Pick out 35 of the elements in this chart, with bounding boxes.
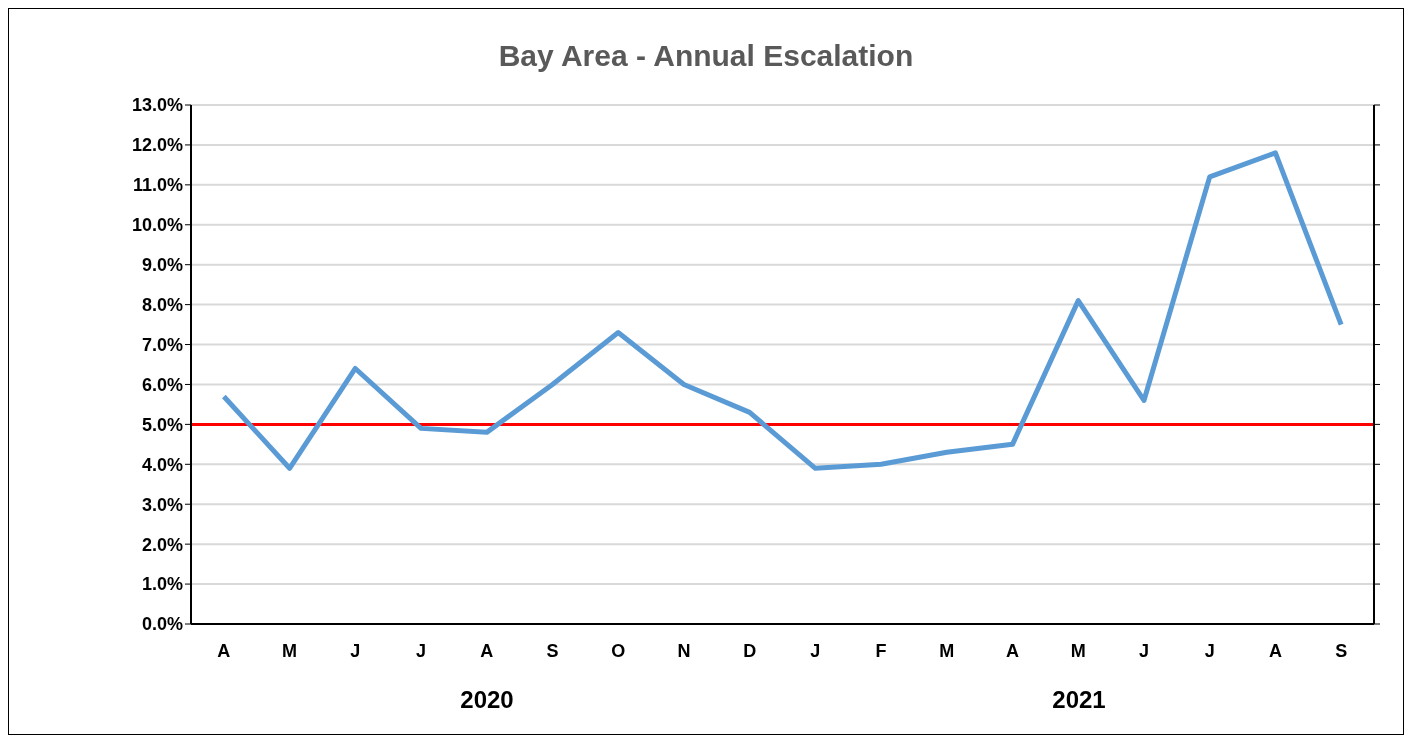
x-tick-label: M xyxy=(282,640,298,661)
x-tick-label: J xyxy=(350,640,361,661)
x-tick-label: S xyxy=(1335,640,1348,661)
x-tick-label: J xyxy=(1138,640,1149,661)
x-tick-label: A xyxy=(1006,640,1020,661)
y-tick-label: 4.0% xyxy=(141,454,183,475)
text: 2021 xyxy=(1051,686,1107,714)
y-tick-label: 7.0% xyxy=(141,334,183,355)
y-tick-label: 6.0% xyxy=(141,374,183,395)
text: 2020 xyxy=(459,686,515,714)
y-tick-label: 5.0% xyxy=(141,414,183,435)
y-tick-label: 2.0% xyxy=(141,534,183,555)
y-tick-label: 8.0% xyxy=(141,295,183,316)
x-tick-label: N xyxy=(677,640,691,661)
x-tick-label: S xyxy=(546,640,559,661)
x-tick-label: A xyxy=(1268,640,1282,661)
y-tick-label: 13.0% xyxy=(131,95,183,116)
y-tick-label: 10.0% xyxy=(131,215,183,236)
x-tick-label: O xyxy=(611,640,626,661)
chart-title: Bay Area - Annual Escalation xyxy=(497,39,915,73)
y-tick-label: 1.0% xyxy=(141,574,183,595)
y-tick-label: 0.0% xyxy=(141,614,183,635)
x-tick-label: J xyxy=(1204,640,1215,661)
x-tick-label: A xyxy=(217,640,231,661)
x-tick-label: F xyxy=(875,640,887,661)
x-tick-label: J xyxy=(810,640,821,661)
x-tick-label: A xyxy=(480,640,494,661)
x-tick-label: J xyxy=(416,640,427,661)
x-tick-label: M xyxy=(939,640,955,661)
x-tick-label: D xyxy=(743,640,757,661)
y-tick-label: 9.0% xyxy=(141,255,183,276)
y-tick-label: 11.0% xyxy=(132,175,183,196)
y-tick-label: 12.0% xyxy=(131,135,183,156)
x-tick-label: M xyxy=(1070,640,1086,661)
y-tick-label: 3.0% xyxy=(141,494,183,515)
